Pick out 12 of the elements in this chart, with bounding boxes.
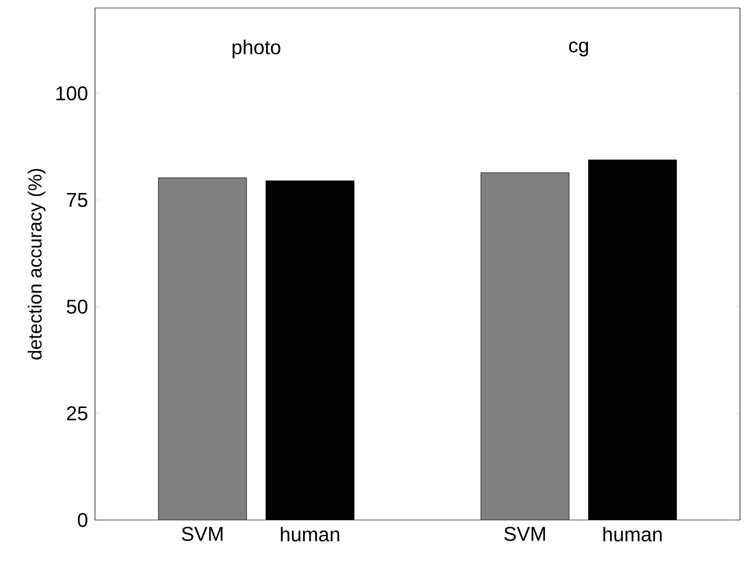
y-tick-label: 100 xyxy=(56,86,88,100)
annotation: cg xyxy=(569,42,588,56)
annotation: photo xyxy=(232,40,280,58)
x-tick-label: SVM xyxy=(182,526,222,541)
y-tick-label: 25 xyxy=(66,406,88,420)
x-tick-label: SVM xyxy=(504,526,545,541)
x-tick-label: human xyxy=(603,526,662,542)
y-tick-label: 0 xyxy=(78,512,88,528)
y-axis-title: detection accuracy (%) xyxy=(28,168,46,360)
x-tick-label: human xyxy=(280,526,340,542)
y-tick-label: 50 xyxy=(66,300,88,314)
y-tick-label: 75 xyxy=(67,193,88,207)
